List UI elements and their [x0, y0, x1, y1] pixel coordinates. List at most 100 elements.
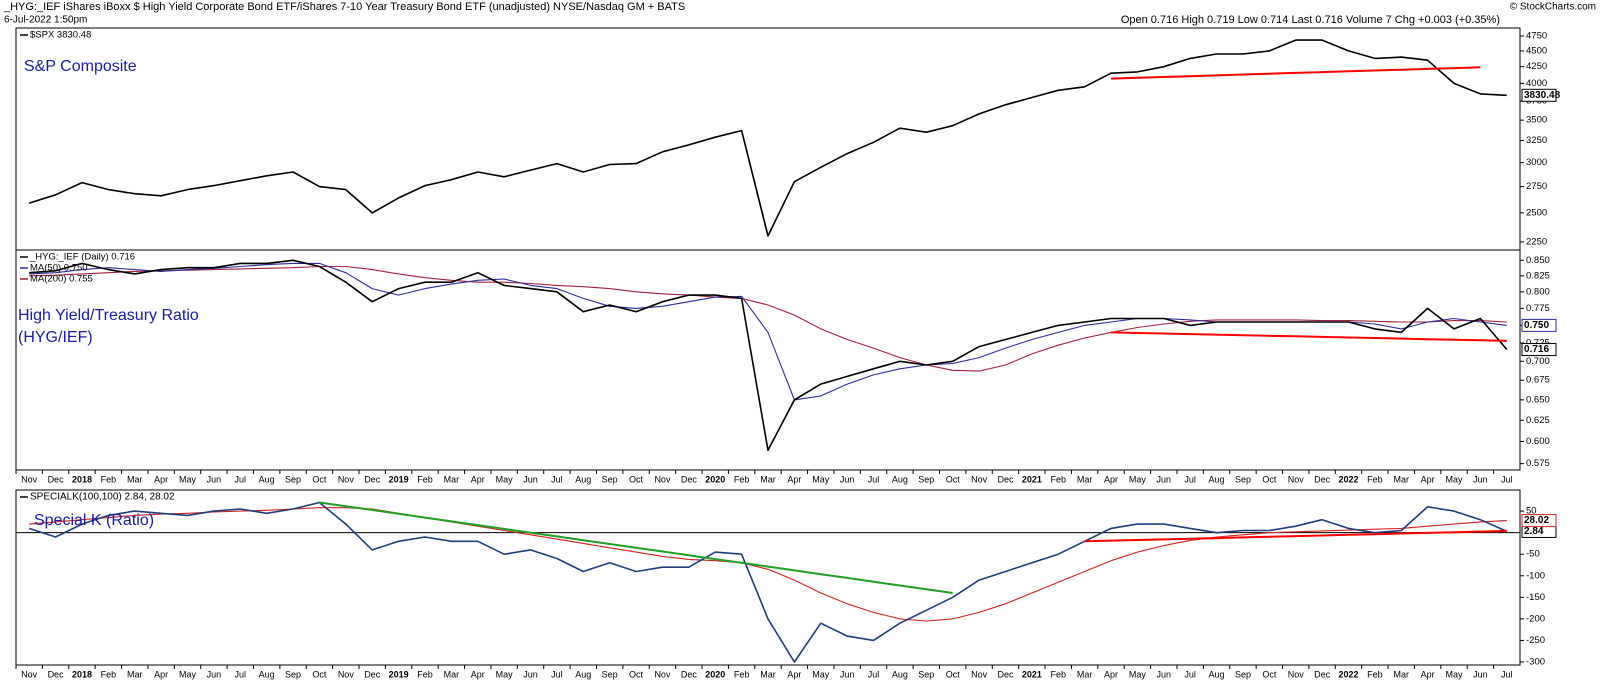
- x-tick-label: Apr: [787, 669, 801, 679]
- x-tick-label: May: [812, 474, 830, 484]
- legend-text: $SPX 3830.48: [30, 30, 91, 41]
- x-tick-label: Oct: [629, 474, 644, 484]
- trend-line: [1084, 529, 1507, 543]
- y-tick-label: 0.575: [1526, 458, 1550, 469]
- x-tick-label: Jun: [840, 474, 855, 484]
- x-tick-label: Mar: [127, 669, 143, 679]
- x-tick-label: Feb: [101, 474, 117, 484]
- x-tick-label: Aug: [892, 474, 908, 484]
- y-tick-label: -100: [1526, 570, 1545, 581]
- x-tick-label: May: [1446, 474, 1464, 484]
- panel-frame: [15, 489, 1521, 666]
- x-tick-label: Dec: [364, 474, 381, 484]
- y-tick-label: 0.800: [1526, 286, 1550, 297]
- x-tick-label: Dec: [681, 474, 698, 484]
- x-tick-label: May: [1129, 669, 1147, 679]
- x-tick-label: Nov: [971, 474, 988, 484]
- x-tick-label: Dec: [997, 669, 1014, 679]
- x-tick-label: Aug: [575, 669, 591, 679]
- x-tick-label: 2020: [705, 669, 725, 679]
- series-line: [29, 507, 1507, 622]
- panel-annotation: (HYG/IEF): [18, 329, 93, 346]
- x-tick-label: 2019: [389, 669, 409, 679]
- x-tick-label: Apr: [471, 669, 485, 679]
- x-tick-label: Dec: [1314, 669, 1331, 679]
- x-tick-label: Feb: [1050, 474, 1066, 484]
- series-line: [28, 39, 1507, 237]
- last-value-tag: [1521, 88, 1557, 102]
- x-tick-label: Jul: [235, 474, 247, 484]
- x-tick-label: Nov: [338, 474, 355, 484]
- x-tick-label: Jul: [551, 669, 563, 679]
- panel-annotation: Special K (Ratio): [34, 512, 154, 529]
- x-tick-label: Oct: [946, 474, 961, 484]
- x-tick-label: Nov: [1288, 474, 1305, 484]
- x-tick-label: Jun: [840, 669, 855, 679]
- x-tick-label: Jul: [235, 669, 247, 679]
- legend-text: _HYG:_IEF (Daily) 0.716: [29, 252, 135, 263]
- x-tick-label: 2019: [389, 474, 409, 484]
- x-tick-label: Apr: [1421, 474, 1435, 484]
- x-tick-label: Oct: [946, 669, 961, 679]
- x-tick-label: Aug: [1209, 474, 1225, 484]
- x-tick-label: Mar: [444, 474, 460, 484]
- last-value-label: 28.02: [1524, 515, 1549, 526]
- x-tick-label: Oct: [1262, 669, 1277, 679]
- header-date: 6-Jul-2022 1:50pm: [4, 15, 87, 26]
- last-value-label: 2.84: [1524, 526, 1544, 537]
- x-tick-label: Apr: [787, 474, 801, 484]
- legend-text: MA(50) 0.750: [30, 263, 88, 274]
- y-tick-label: 0.850: [1526, 255, 1550, 266]
- x-tick-label: May: [179, 474, 197, 484]
- y-tick-label: 4000: [1526, 78, 1547, 89]
- y-tick-label: 3250: [1526, 135, 1547, 146]
- x-tick-label: Mar: [760, 669, 776, 679]
- trend-line: [1110, 331, 1507, 342]
- x-tick-label: Aug: [892, 669, 908, 679]
- x-tick-label: 2022: [1338, 669, 1358, 679]
- x-tick-label: Sep: [1235, 669, 1251, 679]
- panel-annotation: High Yield/Treasury Ratio: [18, 307, 199, 324]
- x-tick-label: Sep: [918, 669, 934, 679]
- y-tick-label: 2250: [1526, 236, 1547, 247]
- last-value-label: 0.750: [1524, 320, 1549, 331]
- x-tick-label: Feb: [1367, 669, 1383, 679]
- series-line: [28, 501, 1508, 663]
- legend-text: SPECIALK(100,100) 2.84, 28.02: [30, 492, 175, 503]
- y-tick-label: -150: [1526, 592, 1545, 603]
- y-tick-label: -50: [1526, 549, 1540, 560]
- trend-line: [1110, 66, 1481, 80]
- x-tick-label: Nov: [971, 669, 988, 679]
- x-tick-label: Jul: [1501, 669, 1513, 679]
- x-tick-label: Dec: [364, 669, 381, 679]
- y-tick-label: -250: [1526, 635, 1545, 646]
- x-tick-label: Mar: [444, 669, 460, 679]
- x-tick-label: May: [179, 669, 197, 679]
- x-tick-label: Jun: [523, 669, 538, 679]
- x-tick-label: Jul: [868, 669, 880, 679]
- x-tick-label: Dec: [48, 669, 65, 679]
- y-tick-label: 0.600: [1526, 436, 1550, 447]
- y-tick-label: 0.625: [1526, 415, 1550, 426]
- x-tick-label: Jun: [1473, 669, 1488, 679]
- x-tick-label: Oct: [312, 669, 327, 679]
- y-tick-label: 2500: [1526, 207, 1547, 218]
- x-tick-label: Sep: [1235, 474, 1251, 484]
- x-tick-label: 2018: [72, 474, 92, 484]
- last-value-tag: [1521, 343, 1557, 357]
- last-value-tag: [1521, 318, 1557, 332]
- last-value-tag: [1521, 514, 1557, 528]
- x-tick-label: 2022: [1338, 474, 1358, 484]
- x-tick-label: Oct: [312, 474, 327, 484]
- x-tick-label: Mar: [1077, 474, 1093, 484]
- x-tick-label: Apr: [1104, 474, 1118, 484]
- x-tick-label: Jun: [1157, 474, 1172, 484]
- x-tick-label: May: [1129, 474, 1147, 484]
- x-tick-label: Jul: [1501, 474, 1513, 484]
- x-tick-label: Dec: [48, 474, 65, 484]
- x-tick-label: Jul: [551, 474, 563, 484]
- y-tick-label: 2750: [1526, 181, 1547, 192]
- x-tick-label: Aug: [575, 474, 591, 484]
- panel-frame: [15, 249, 1521, 471]
